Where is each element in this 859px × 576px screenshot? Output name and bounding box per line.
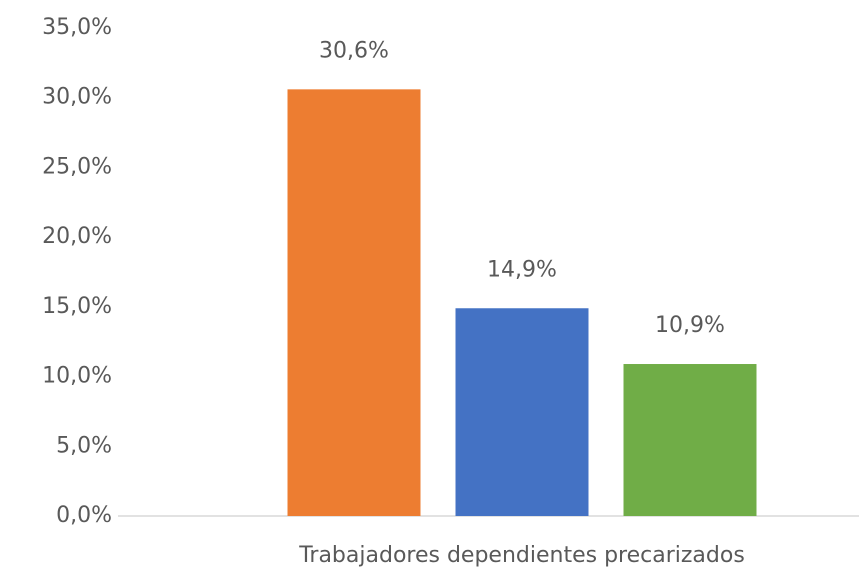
- y-tick-label: 20,0%: [42, 224, 112, 249]
- y-tick-label: 30,0%: [42, 85, 112, 110]
- bar: [455, 308, 589, 516]
- y-tick-label: 10,0%: [42, 364, 112, 389]
- y-tick-label: 5,0%: [56, 433, 112, 458]
- data-label: 14,9%: [487, 257, 557, 282]
- data-label: 10,9%: [655, 313, 725, 338]
- y-tick-label: 0,0%: [56, 503, 112, 528]
- x-tick-label: Trabajadores dependientes precarizados: [298, 543, 745, 568]
- bar: [623, 364, 757, 516]
- data-label: 30,6%: [319, 38, 389, 63]
- bar: [287, 89, 421, 516]
- y-tick-label: 15,0%: [42, 294, 112, 319]
- y-tick-label: 25,0%: [42, 154, 112, 179]
- y-tick-label: 35,0%: [42, 15, 112, 40]
